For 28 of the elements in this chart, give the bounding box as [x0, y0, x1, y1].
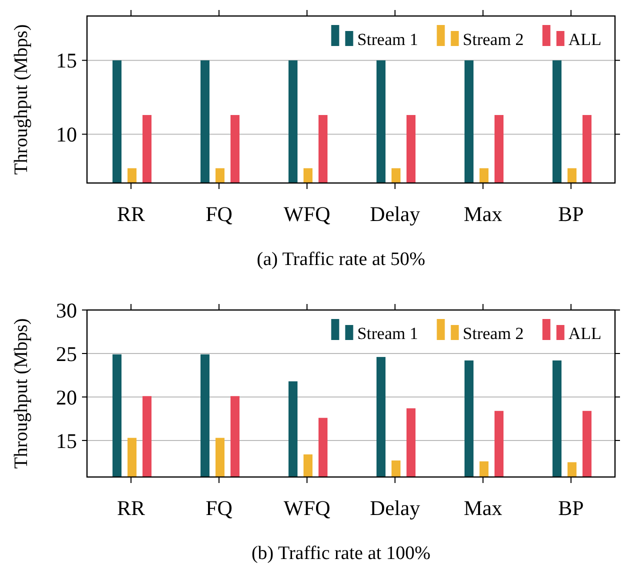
x-tick-label: BP	[558, 496, 584, 520]
legend-label: Stream 2	[462, 324, 524, 343]
x-tick-label: RR	[116, 496, 146, 520]
y-axis-title: Throughput (Mbps)	[11, 318, 32, 469]
x-tick-label: Max	[464, 496, 503, 520]
x-tick-label: Max	[464, 202, 503, 226]
y-tick-label: 10	[56, 122, 77, 147]
x-tick-label: WFQ	[284, 202, 330, 226]
y-tick-label: 25	[56, 342, 77, 366]
legend-label: Stream 2	[462, 30, 524, 49]
y-tick-label: 20	[56, 385, 77, 410]
y-axis-title: Throughput (Mbps)	[11, 24, 32, 175]
y-tick-label: 15	[56, 48, 77, 73]
x-tick-label: Delay	[370, 496, 421, 520]
legend-label: ALL	[568, 30, 602, 49]
x-tick-label: FQ	[206, 202, 232, 226]
legend-label: ALL	[568, 324, 602, 343]
x-tick-label: RR	[116, 202, 146, 226]
text: (b) Traffic rate at 100%	[251, 543, 431, 564]
legend-label: Stream 1	[357, 30, 418, 49]
x-tick-label: FQ	[206, 496, 232, 520]
y-tick-label: 30	[56, 298, 77, 322]
text: (a) Traffic rate at 50%	[256, 249, 426, 270]
x-tick-label: Delay	[370, 202, 421, 226]
y-tick-label: 15	[56, 428, 77, 453]
legend-label: Stream 1	[357, 324, 418, 343]
x-tick-label: BP	[558, 202, 584, 226]
x-tick-label: WFQ	[284, 496, 330, 520]
